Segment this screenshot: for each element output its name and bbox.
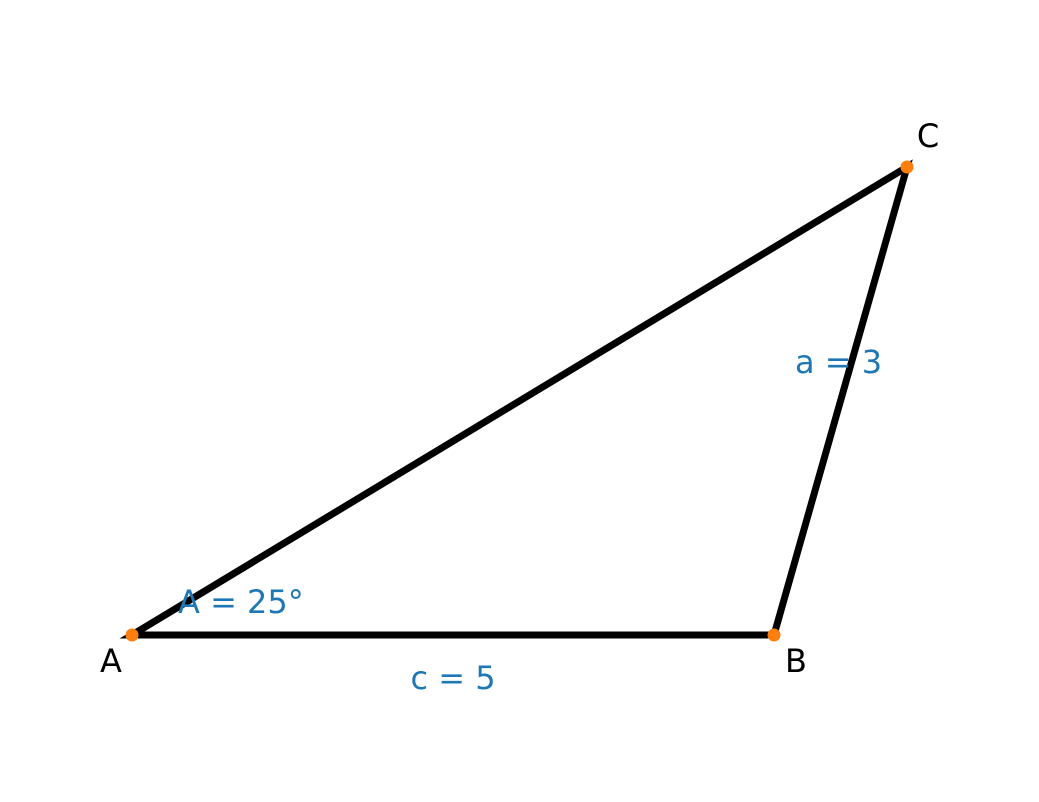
triangle [119,159,913,639]
vertex-label: A [100,642,122,680]
side-annotation: c = 5 [410,659,495,697]
vertex-point [767,628,781,642]
vertex-label: C [917,117,939,155]
vertex-point [900,160,914,174]
vertex-label: B [785,642,807,680]
vertex-point [125,628,139,642]
side-annotation: a = 3 [795,343,882,381]
angle-annotation: A = 25° [178,583,304,621]
